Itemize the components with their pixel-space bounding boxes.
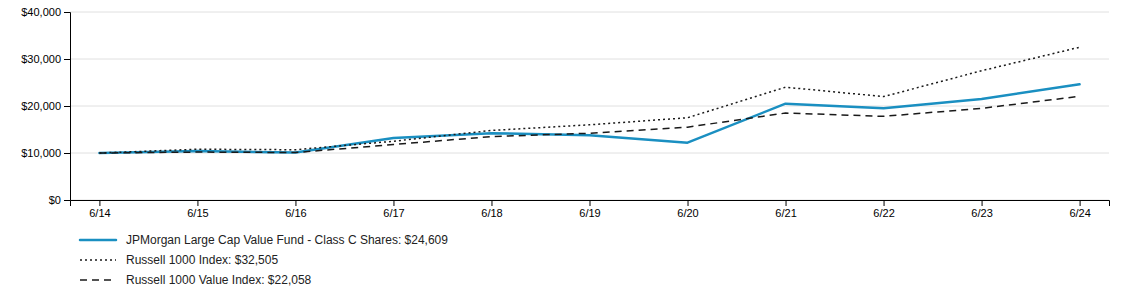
series-line [99, 47, 1079, 153]
legend-label: Russell 1000 Value Index: $22,058 [126, 273, 312, 287]
x-tick-label: 6/22 [873, 207, 894, 219]
legend-item: Russell 1000 Value Index: $22,058 [80, 273, 312, 287]
y-tick-mark [64, 106, 70, 107]
y-tick-mark [64, 59, 70, 60]
y-tick-label: $0 [49, 194, 61, 206]
y-tick-label: $40,000 [21, 6, 61, 18]
x-tick: 6/17 [383, 200, 404, 219]
chart: $0$10,000$20,000$30,000$40,0006/146/156/… [0, 0, 1129, 304]
legend-item: Russell 1000 Index: $32,505 [80, 253, 278, 267]
y-tick-label: $20,000 [21, 100, 61, 112]
x-tick-label: 6/15 [187, 207, 208, 219]
x-tick-label: 6/20 [677, 207, 698, 219]
x-axis: 6/14 6/15 6/16 6/17 6/18 6/19 6/20 6/21 6/22 6/23… [71, 200, 1110, 219]
grid-line [70, 59, 1109, 60]
y-tick-mark [64, 153, 70, 154]
x-tick-label: 6/14 [89, 207, 110, 219]
lines [99, 47, 1079, 153]
x-tick-mark [884, 200, 885, 206]
y-axis: $0 $10,000 $20,000 $30,000 $40,000 [21, 6, 70, 206]
y-tick: $20,000 [21, 100, 70, 112]
y-tick: $40,000 [21, 6, 70, 18]
legend-swatch [80, 239, 116, 242]
x-tick-label: 6/21 [775, 207, 796, 219]
x-tick: 6/16 [285, 200, 306, 219]
y-tick: $10,000 [21, 147, 70, 159]
y-tick-mark [64, 12, 70, 13]
x-tick-label: 6/16 [285, 207, 306, 219]
x-tick-mark [982, 200, 983, 206]
y-tick: $30,000 [21, 53, 70, 65]
x-tick-mark [786, 200, 787, 206]
series-line [99, 96, 1079, 153]
x-tick-label: 6/17 [383, 207, 404, 219]
x-tick-mark [590, 200, 591, 206]
x-tick-mark [393, 200, 394, 206]
legend-item: JPMorgan Large Cap Value Fund - Class C … [80, 233, 448, 247]
x-tick-mark [491, 200, 492, 206]
legend-label: Russell 1000 Index: $32,505 [126, 253, 278, 267]
plot-area: $0$10,000$20,000$30,000$40,0006/146/156/… [21, 6, 1109, 219]
x-tick-mark [99, 200, 100, 206]
legend: JPMorgan Large Cap Value Fund - Class C … [80, 233, 448, 287]
x-tick: 6/24 [1069, 200, 1090, 219]
x-axis-line [71, 201, 1110, 207]
x-tick: 6/20 [677, 200, 698, 219]
x-tick: 6/18 [481, 200, 502, 219]
x-tick-label: 6/23 [971, 207, 992, 219]
x-tick-mark [688, 200, 689, 206]
x-tick: 6/14 [89, 200, 110, 219]
grid-line [70, 106, 1109, 107]
series-line [99, 84, 1079, 153]
x-tick: 6/21 [775, 200, 796, 219]
legend-swatch [80, 279, 116, 281]
x-tick: 6/22 [873, 200, 894, 219]
grid [70, 12, 1109, 200]
x-tick-mark [1080, 200, 1081, 206]
x-tick-mark [197, 200, 198, 206]
y-tick-label: $10,000 [21, 147, 61, 159]
x-tick: 6/19 [579, 200, 600, 219]
x-tick: 6/23 [971, 200, 992, 219]
x-tick-label: 6/18 [481, 207, 502, 219]
x-tick-mark [295, 200, 296, 206]
y-tick: $0 [49, 194, 70, 206]
grid-line [70, 12, 1109, 13]
legend-swatch [80, 259, 116, 261]
x-tick: 6/15 [187, 200, 208, 219]
y-tick-mark [64, 200, 70, 201]
y-axis-line [64, 13, 71, 201]
y-tick-label: $30,000 [21, 53, 61, 65]
legend-label: JPMorgan Large Cap Value Fund - Class C … [126, 233, 448, 247]
x-tick-label: 6/19 [579, 207, 600, 219]
x-tick-label: 6/24 [1069, 207, 1090, 219]
